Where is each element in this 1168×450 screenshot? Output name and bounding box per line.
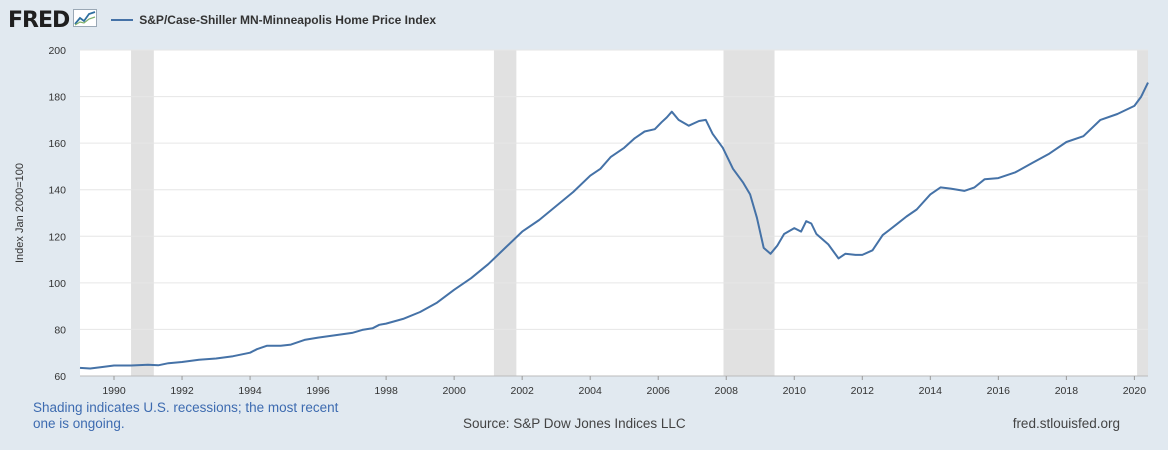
series-line (79, 82, 1149, 370)
series-layer (79, 82, 1149, 370)
x-tick-label: 2006 (647, 385, 671, 397)
y-tick-label: 80 (54, 324, 66, 336)
y-tick-label: 120 (48, 231, 66, 243)
recession-shading (131, 50, 1148, 376)
x-tick-label: 2014 (919, 385, 943, 397)
legend-label: S&P/Case-Shiller MN-Minneapolis Home Pri… (139, 13, 437, 27)
x-tick-label: 1992 (170, 385, 194, 397)
y-tick-label: 200 (48, 45, 66, 57)
x-tick-label: 2000 (442, 385, 466, 397)
x-tick-label: 1990 (102, 385, 126, 397)
x-tick-label: 2016 (987, 385, 1011, 397)
x-tick-label: 2018 (1055, 385, 1079, 397)
x-tick-label: 2010 (783, 385, 807, 397)
y-tick-label: 140 (48, 185, 66, 197)
recession-band (1137, 50, 1148, 376)
x-tick-label: 2008 (715, 385, 739, 397)
x-axis: 1990 1992 1994 1996 1998 2000 2002 2004 2006 2008… (80, 375, 1148, 397)
y-axis: 60 80 100 120 140 160 180 200 (48, 45, 66, 383)
legend: S&P/Case-Shiller MN-Minneapolis Home Pri… (111, 13, 436, 27)
x-tick-label: 1998 (374, 385, 398, 397)
recession-band (131, 50, 154, 376)
source-note: Source: S&P Dow Jones Indices LLC (463, 416, 686, 431)
x-tick-label: 1996 (306, 385, 330, 397)
y-axis-label: Index Jan 2000=100 (14, 163, 26, 263)
x-tick-label: 1994 (238, 385, 262, 397)
legend-swatch (111, 19, 134, 21)
plot-area (80, 50, 1148, 376)
y-tick-label: 60 (54, 371, 66, 383)
x-tick-label: 2012 (851, 385, 875, 397)
y-tick-label: 100 (48, 278, 66, 290)
x-tick-label: 2002 (510, 385, 534, 397)
recession-band (493, 50, 517, 376)
x-tick-label: 2004 (579, 385, 603, 397)
fred-logo[interactable]: FRED (8, 7, 70, 33)
y-tick-label: 180 (48, 92, 66, 104)
recession-note: Shading indicates U.S. recessions; the m… (33, 400, 339, 431)
y-tick-label: 160 (48, 138, 66, 150)
site-link[interactable]: fred.stlouisfed.org (1012, 416, 1120, 431)
trend-line-icon (73, 8, 98, 32)
header: FRED S&P/Case-Shiller MN-Minneapolis Hom… (8, 6, 436, 34)
x-tick-label: 2020 (1123, 385, 1147, 397)
recession-band (723, 50, 775, 376)
